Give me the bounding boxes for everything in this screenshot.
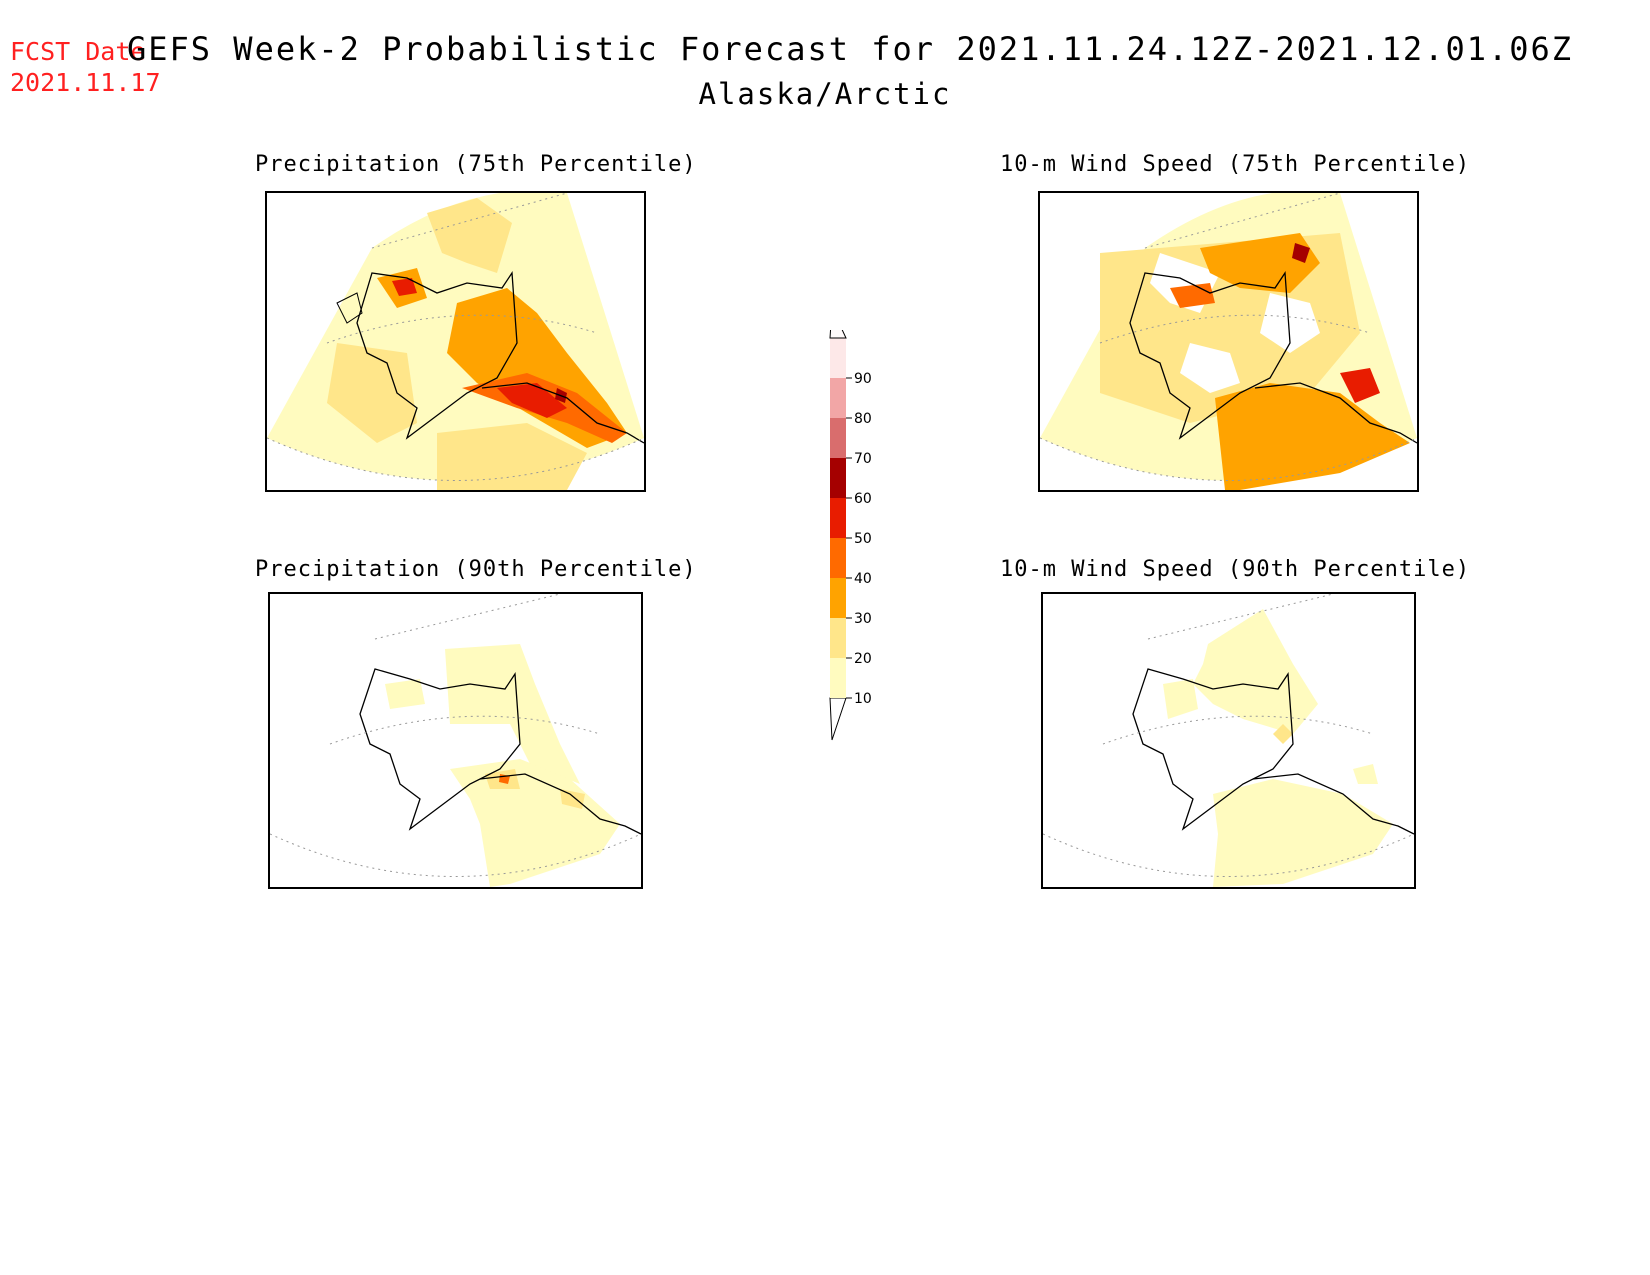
colorbar-bin <box>830 658 846 698</box>
colorbar-tick-label: 10 <box>854 691 872 707</box>
colorbar-tick-label: 70 <box>854 451 872 467</box>
colorbar-tick-label: 80 <box>854 411 872 427</box>
colorbar-top-extension <box>829 307 847 339</box>
colorbar: 10 20 30 40 50 60 70 80 90 <box>820 307 910 750</box>
fcst-date: 2021.11.17 <box>10 68 161 97</box>
colorbar-bin <box>830 458 846 498</box>
colorbar-tick-label: 30 <box>854 611 872 627</box>
fcst-date-label: FCST Date: 2021.11.17 <box>10 36 161 98</box>
colorbar-bin <box>830 538 846 578</box>
colorbar-bin <box>830 578 846 618</box>
colorbar-bottom-extension <box>829 697 847 741</box>
page-title: GEFS Week-2 Probabilistic Forecast for 2… <box>126 30 1574 68</box>
page-subtitle: Alaska/Arctic <box>698 77 952 111</box>
panel-title-wind-75: 10-m Wind Speed (75th Percentile) <box>1000 152 1471 177</box>
colorbar-tick-label: 20 <box>854 651 872 667</box>
colorbar-bin <box>830 338 846 378</box>
panel-title-wind-90: 10-m Wind Speed (90th Percentile) <box>1000 557 1471 582</box>
colorbar-bin <box>830 618 846 658</box>
colorbar-bin <box>830 378 846 418</box>
map-panel-precip-75 <box>265 191 646 492</box>
colorbar-tick-label: 40 <box>854 571 872 587</box>
colorbar-bin <box>830 418 846 458</box>
colorbar-tick-label: 60 <box>854 491 872 507</box>
colorbar-tick-label: 90 <box>854 371 872 387</box>
fcst-label: FCST Date: <box>10 37 161 66</box>
map-panel-wind-75 <box>1038 191 1419 492</box>
panel-title-precip-90: Precipitation (90th Percentile) <box>255 557 697 582</box>
colorbar-bin <box>830 498 846 538</box>
map-panel-wind-90 <box>1041 592 1416 889</box>
map-panel-precip-90 <box>268 592 643 889</box>
colorbar-tick-label: 50 <box>854 531 872 547</box>
panel-title-precip-75: Precipitation (75th Percentile) <box>255 152 697 177</box>
